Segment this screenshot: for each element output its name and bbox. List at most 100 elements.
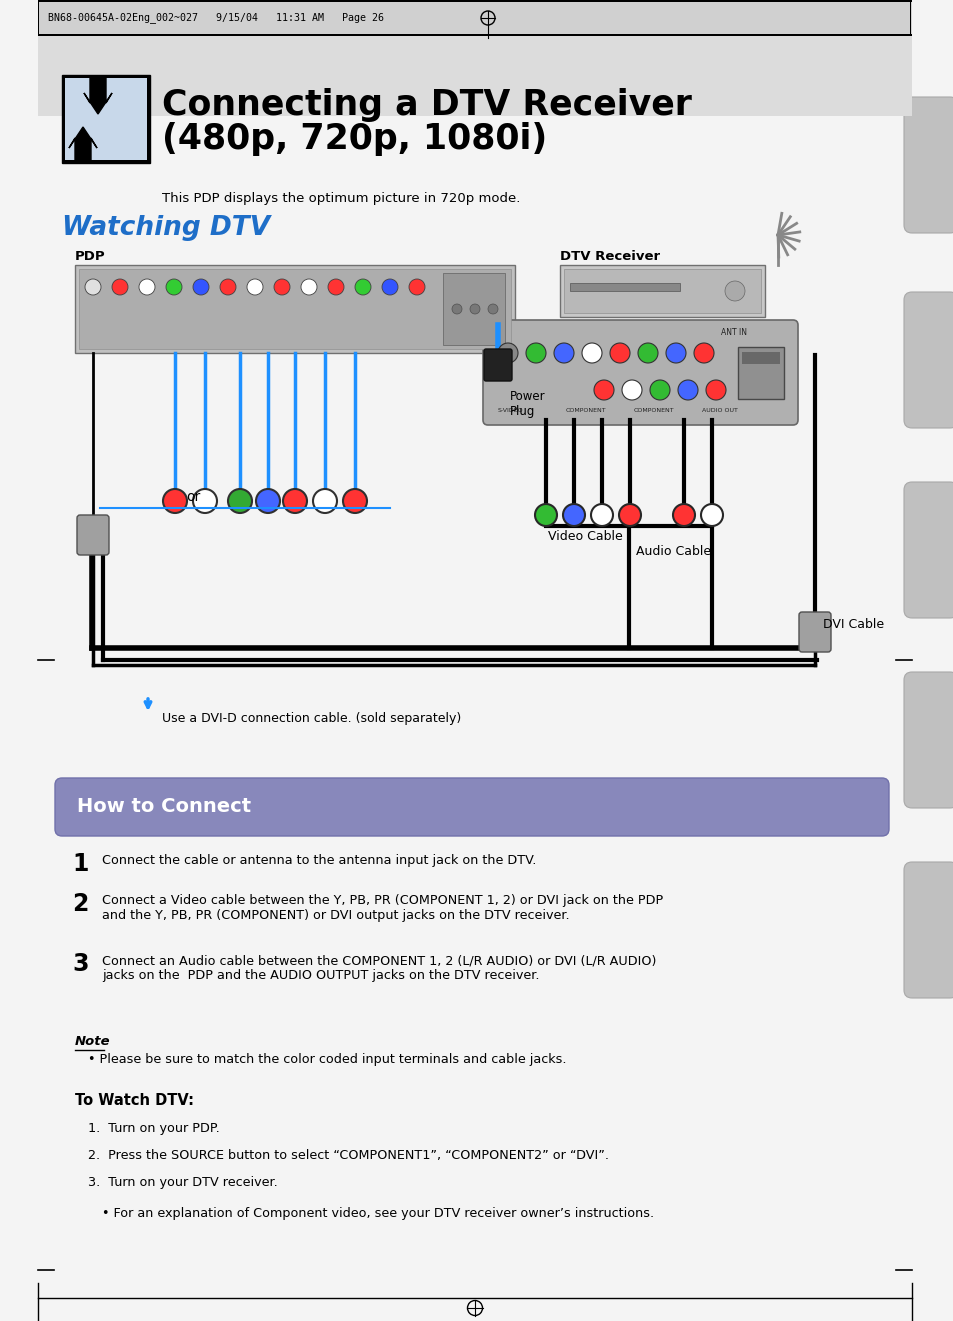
Circle shape [705, 380, 725, 400]
FancyBboxPatch shape [903, 292, 953, 428]
FancyBboxPatch shape [483, 349, 512, 380]
Text: Note: Note [75, 1034, 111, 1048]
FancyBboxPatch shape [903, 863, 953, 997]
Text: S-VIDEO: S-VIDEO [497, 408, 523, 413]
Text: PDP: PDP [75, 250, 106, 263]
Bar [79, 269, 511, 349]
FancyBboxPatch shape [903, 482, 953, 618]
Text: BN68-00645A-02Eng_002~027   9/15/04   11:31 AM   Page 26: BN68-00645A-02Eng_002~027 9/15/04 11:31 … [48, 12, 384, 24]
Circle shape [562, 505, 584, 526]
Circle shape [283, 489, 307, 513]
Bar [38, 0, 39, 36]
Bar [65, 78, 147, 160]
Text: ANT IN: ANT IN [720, 328, 746, 337]
Circle shape [220, 279, 235, 295]
Text: 3: 3 [71, 952, 89, 976]
FancyBboxPatch shape [55, 778, 888, 836]
Text: 2: 2 [71, 892, 89, 915]
Text: Connect an Audio cable between the COMPONENT 1, 2 (L/R AUDIO) or DVI (L/R AUDIO): Connect an Audio cable between the COMPO… [102, 954, 656, 982]
Polygon shape [84, 78, 112, 114]
Text: (480p, 720p, 1080i): (480p, 720p, 1080i) [162, 122, 547, 156]
Bar [38, 34, 911, 36]
Bar [38, 36, 911, 116]
Polygon shape [69, 127, 97, 162]
Bar [741, 351, 780, 365]
Circle shape [193, 279, 209, 295]
Text: Connect a Video cable between the Y, PB, PR (COMPONENT 1, 2) or DVI jack on the : Connect a Video cable between the Y, PB,… [102, 894, 662, 922]
Text: COMPONENT: COMPONENT [565, 408, 606, 413]
Text: Audio Cable: Audio Cable [636, 546, 710, 557]
FancyBboxPatch shape [77, 515, 109, 555]
Circle shape [497, 343, 517, 363]
Circle shape [672, 505, 695, 526]
Circle shape [594, 380, 614, 400]
Circle shape [621, 380, 641, 400]
Text: COMPONENT: COMPONENT [634, 408, 674, 413]
Circle shape [618, 505, 640, 526]
Circle shape [228, 489, 252, 513]
Circle shape [301, 279, 316, 295]
Circle shape [112, 279, 128, 295]
Circle shape [274, 279, 290, 295]
Circle shape [724, 281, 744, 301]
Circle shape [488, 304, 497, 314]
Circle shape [535, 505, 557, 526]
FancyBboxPatch shape [482, 320, 797, 425]
Circle shape [247, 279, 263, 295]
Circle shape [328, 279, 344, 295]
Circle shape [85, 279, 101, 295]
Bar [442, 273, 504, 345]
Circle shape [554, 343, 574, 363]
Text: Connect the cable or antenna to the antenna input jack on the DTV.: Connect the cable or antenna to the ante… [102, 853, 536, 867]
Circle shape [313, 489, 336, 513]
Bar [38, 0, 911, 1]
Circle shape [678, 380, 698, 400]
Circle shape [590, 505, 613, 526]
Circle shape [255, 489, 280, 513]
Bar [75, 266, 515, 353]
Circle shape [693, 343, 713, 363]
Bar [569, 283, 679, 291]
Circle shape [470, 304, 479, 314]
Text: or: or [186, 490, 200, 505]
Circle shape [638, 343, 658, 363]
Text: DTV Receiver: DTV Receiver [559, 250, 659, 263]
Text: Use a DVI-D connection cable. (sold separately): Use a DVI-D connection cable. (sold sepa… [162, 712, 460, 725]
Circle shape [139, 279, 154, 295]
Text: This PDP displays the optimum picture in 720p mode.: This PDP displays the optimum picture in… [162, 192, 519, 205]
Circle shape [700, 505, 722, 526]
Circle shape [609, 343, 629, 363]
Text: 3.  Turn on your DTV receiver.: 3. Turn on your DTV receiver. [88, 1176, 277, 1189]
Bar [563, 269, 760, 313]
Bar [909, 0, 910, 36]
Bar [559, 266, 764, 317]
Circle shape [649, 380, 669, 400]
Circle shape [581, 343, 601, 363]
Bar [738, 347, 783, 399]
Bar [38, 0, 911, 36]
Text: AUDIO OUT: AUDIO OUT [701, 408, 737, 413]
Circle shape [166, 279, 182, 295]
FancyBboxPatch shape [799, 612, 830, 653]
Circle shape [381, 279, 397, 295]
Circle shape [163, 489, 187, 513]
Circle shape [409, 279, 424, 295]
FancyBboxPatch shape [903, 96, 953, 232]
Text: How to Connect: How to Connect [77, 798, 251, 816]
Text: Video Cable: Video Cable [547, 530, 622, 543]
Text: To Watch DTV:: To Watch DTV: [75, 1092, 193, 1108]
Circle shape [355, 279, 371, 295]
Circle shape [452, 304, 461, 314]
Text: • Please be sure to match the color coded input terminals and cable jacks.: • Please be sure to match the color code… [88, 1053, 566, 1066]
Text: 1.  Turn on your PDP.: 1. Turn on your PDP. [88, 1122, 219, 1135]
Circle shape [193, 489, 216, 513]
Text: DVI Cable: DVI Cable [822, 618, 883, 631]
FancyBboxPatch shape [903, 672, 953, 808]
Text: Watching DTV: Watching DTV [62, 215, 270, 240]
Circle shape [343, 489, 367, 513]
Bar [62, 75, 150, 162]
Circle shape [525, 343, 545, 363]
Text: 1: 1 [71, 852, 89, 876]
Text: 2.  Press the SOURCE button to select “COMPONENT1”, “COMPONENT2” or “DVI”.: 2. Press the SOURCE button to select “CO… [88, 1149, 608, 1162]
Text: Power
Plug: Power Plug [510, 390, 545, 417]
